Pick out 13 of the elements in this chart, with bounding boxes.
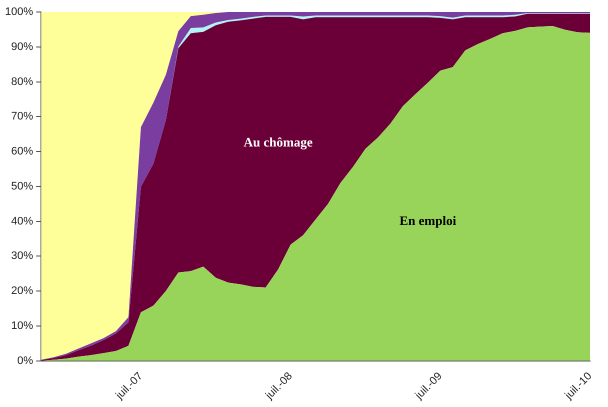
- y-tick-label: 50%: [11, 180, 34, 192]
- y-tick-label: 60%: [11, 146, 34, 158]
- y-tick-label: 90%: [11, 40, 34, 53]
- y-tick-label: 0%: [17, 354, 34, 367]
- series-label: En emploi: [399, 213, 457, 228]
- y-tick-label: 40%: [11, 215, 34, 228]
- y-tick-label: 80%: [11, 76, 34, 88]
- series-label: Au chômage: [244, 134, 313, 150]
- y-tick-label: 10%: [11, 320, 34, 332]
- y-tick-label: 70%: [11, 110, 34, 123]
- y-tick-label: 100%: [4, 6, 34, 18]
- y-tick-label: 20%: [11, 285, 34, 298]
- y-tick-label: 30%: [11, 250, 34, 262]
